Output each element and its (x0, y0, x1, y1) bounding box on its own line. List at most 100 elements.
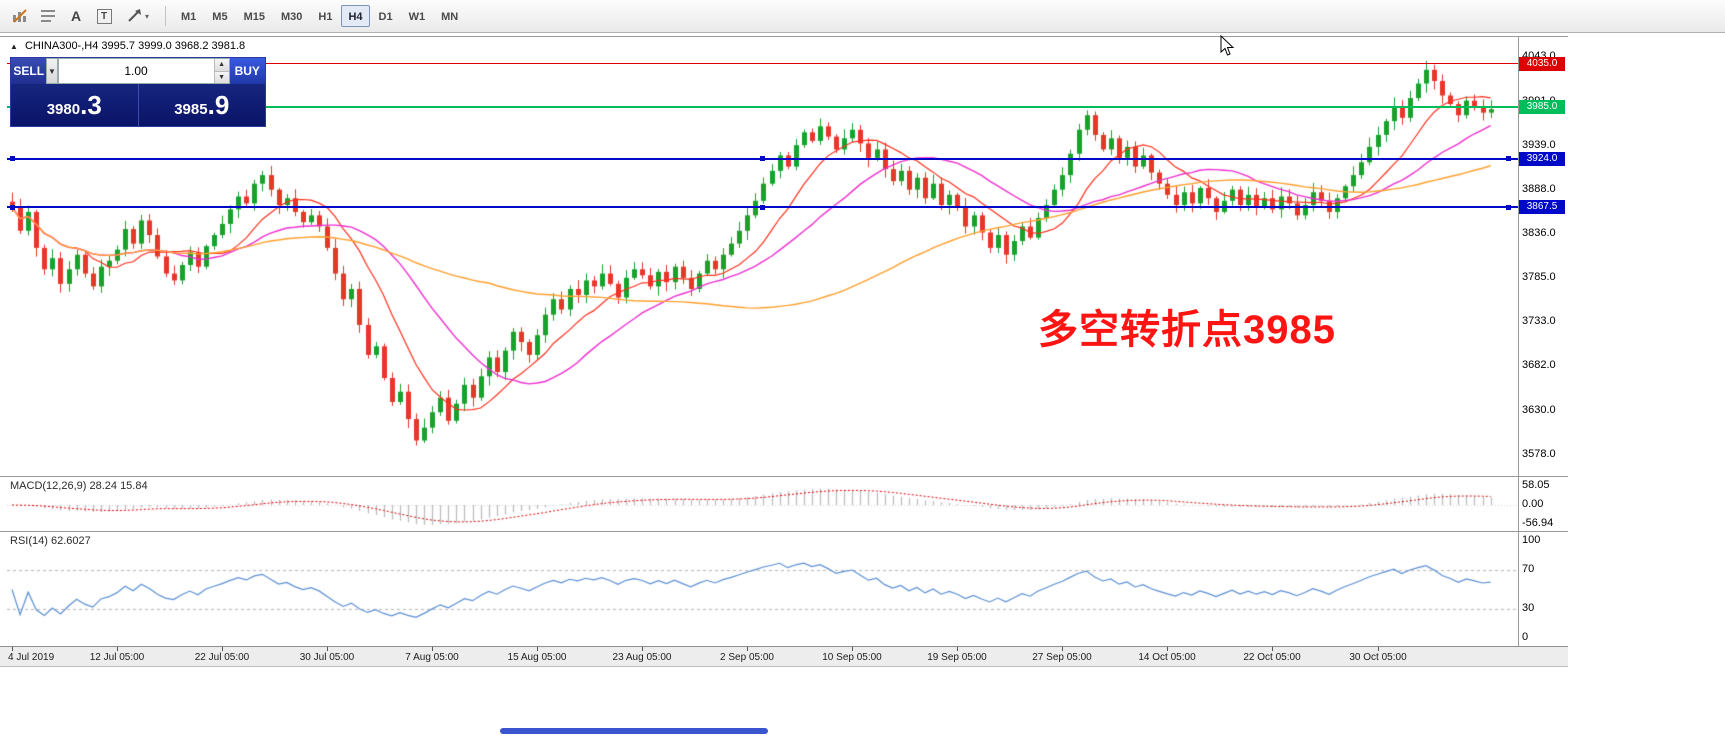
macd-canvas[interactable] (7, 477, 1518, 531)
time-axis-tick (432, 647, 433, 651)
price-badge-3985.0: 3985.0 (1519, 99, 1565, 114)
time-axis-label: 22 Jul 05:00 (194, 652, 250, 663)
macd-axis-label: -56.94 (1522, 516, 1554, 529)
macd-values: 28.24 15.84 (89, 480, 148, 492)
macd-axis-label: 0.00 (1522, 498, 1544, 510)
time-axis-label: 7 Aug 05:00 (405, 652, 459, 663)
time-axis-label: 23 Aug 05:00 (612, 652, 672, 663)
volume-input[interactable] (58, 59, 214, 83)
timeframe-M30[interactable]: M30 (280, 11, 303, 23)
timeframe-H1[interactable]: H1 (318, 11, 333, 23)
line-handle[interactable] (1506, 204, 1511, 210)
text-label-icon-glyph: A (70, 8, 82, 24)
time-axis-tick (222, 647, 223, 651)
line-handle[interactable] (10, 156, 15, 162)
time-axis-label: 22 Oct 05:00 (1243, 652, 1301, 663)
time-axis-tick (1167, 647, 1168, 651)
volume-field: ▲ ▼ (57, 58, 230, 84)
y-axis-label: 3733.0 (1522, 315, 1556, 328)
rsi-axis-label: 0 (1522, 631, 1529, 643)
rsi-pane-separator[interactable] (0, 531, 1568, 532)
bottom-blue-strip (500, 728, 768, 734)
time-axis-tick (537, 647, 538, 651)
horizontal-line-4035.0[interactable] (7, 63, 1518, 65)
timeframe-H4[interactable]: H4 (341, 5, 370, 27)
ask-price[interactable]: 3985.9 (139, 84, 266, 126)
y-axis-label: 3578.0 (1522, 448, 1556, 460)
time-axis-tick (852, 647, 853, 651)
ask-price-int: 3985 (174, 101, 208, 118)
collapse-panel-arrow[interactable]: ▲ (10, 42, 18, 51)
rsi-canvas[interactable] (7, 532, 1518, 646)
symbol-ohlc-text: CHINA300-,H4 3995.7 3999.0 3968.2 3981.8 (24, 40, 246, 52)
time-axis-tick (1272, 647, 1273, 651)
indicator-list-icon[interactable] (34, 4, 62, 28)
symbol-header: ▲ CHINA300-,H4 3995.7 3999.0 3968.2 3981… (10, 40, 245, 52)
rsi-axis-label: 100 (1522, 534, 1541, 546)
trade-panel-divider (137, 84, 139, 126)
sell-button[interactable]: SELL (11, 58, 47, 84)
text-box-icon[interactable]: T (90, 4, 118, 28)
time-axis-tick (12, 647, 13, 651)
timeframe-M15[interactable]: M15 (243, 11, 265, 23)
ask-price-dec: .9 (207, 90, 230, 120)
line-handle[interactable] (10, 204, 15, 210)
y-axis-label: 3939.0 (1522, 139, 1556, 151)
line-handle[interactable] (760, 156, 765, 162)
line-handle[interactable] (760, 204, 765, 210)
chart-annotation-text[interactable]: 多空转折点3985 (1038, 308, 1336, 352)
y-axis-label: 3836.0 (1522, 227, 1556, 240)
one-click-trade-panel: SELL ▼ ▲ ▼ BUY 3980.3 3985.9 (10, 57, 266, 127)
time-axis-tick (957, 647, 958, 651)
price-badge-3924.0: 3924.0 (1519, 151, 1565, 166)
price-axis-border (1518, 36, 1519, 667)
horizontal-line-3985.0[interactable] (7, 105, 1518, 108)
volume-decrease-button[interactable]: ▼ (214, 71, 229, 83)
y-axis-label: 3630.0 (1522, 403, 1556, 416)
text-label-icon[interactable]: A (62, 4, 90, 28)
time-axis[interactable]: 4 Jul 2019 12 Jul 05:00 22 Jul 05:00 30 Jul… (0, 646, 1568, 667)
rsi-title: RSI(14) (10, 535, 48, 547)
y-axis-label: 3785.0 (1522, 270, 1556, 283)
trade-panel-controls: SELL ▼ ▲ ▼ BUY (11, 58, 265, 84)
time-axis-label: 30 Oct 05:00 (1349, 652, 1407, 663)
time-axis-tick (1378, 647, 1379, 651)
chart-style-icon[interactable] (6, 4, 34, 28)
time-axis-label: 2 Sep 05:00 (720, 652, 774, 663)
toolbar-separator (165, 6, 166, 26)
time-axis-label: 30 Jul 05:00 (299, 652, 355, 663)
macd-title: MACD(12,26,9) (10, 480, 87, 492)
time-axis-label: 12 Jul 05:00 (89, 652, 145, 663)
macd-axis-label: 58.05 (1522, 478, 1550, 491)
timeframe-M1[interactable]: M1 (181, 11, 197, 23)
timeframe-M5[interactable]: M5 (212, 11, 228, 23)
volume-increase-button[interactable]: ▲ (214, 59, 229, 72)
time-axis-tick (642, 647, 643, 651)
y-axis-label: 3888.0 (1522, 182, 1556, 195)
line-handle[interactable] (1506, 156, 1511, 162)
volume-dropdown-button[interactable]: ▼ (46, 58, 58, 84)
draw-arrow-icon[interactable]: ▾ (118, 4, 158, 28)
price-badge-3867.5: 3867.5 (1519, 200, 1565, 215)
mouse-cursor (1220, 35, 1235, 56)
buy-button[interactable]: BUY (229, 58, 265, 84)
time-axis-tick (117, 647, 118, 651)
timeframe-MN[interactable]: MN (441, 11, 459, 23)
timeframe-W1[interactable]: W1 (408, 11, 426, 23)
macd-pane-separator[interactable] (0, 476, 1568, 477)
price-badge-4035.0: 4035.0 (1519, 56, 1565, 71)
rsi-value: 62.6027 (50, 535, 91, 547)
time-axis-label: 10 Sep 05:00 (822, 652, 882, 663)
text-box-icon-glyph: T (96, 8, 112, 24)
main-toolbar: A T ▾ M1 M5 M15 M30 H1 H4 D1 W1 MN (0, 0, 1725, 33)
time-axis-label: 15 Aug 05:00 (507, 652, 567, 663)
bid-price[interactable]: 3980.3 (11, 84, 138, 126)
time-axis-label: 19 Sep 05:00 (927, 652, 987, 663)
indicator-list-icon-glyph (41, 10, 55, 22)
draw-arrow-caret-icon: ▾ (144, 11, 149, 21)
timeframe-D1[interactable]: D1 (378, 11, 393, 23)
rsi-axis-label: 70 (1522, 563, 1535, 576)
trade-panel-prices: 3980.3 3985.9 (11, 84, 265, 126)
time-axis-label: 27 Sep 05:00 (1032, 652, 1092, 663)
time-axis-tick (747, 647, 748, 651)
